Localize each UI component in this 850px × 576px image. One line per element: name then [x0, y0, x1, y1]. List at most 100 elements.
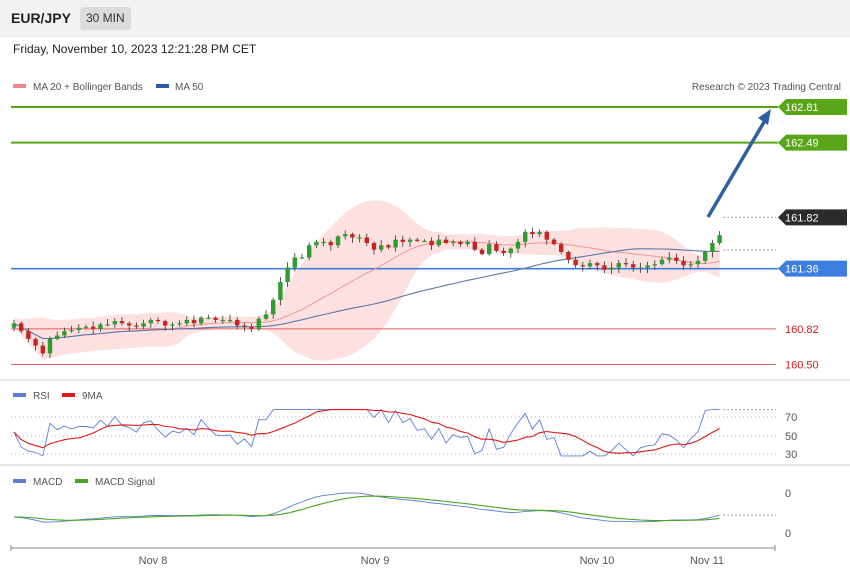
candle-body	[184, 319, 189, 324]
candle-body	[407, 239, 413, 242]
macd-legend-label: MACD	[33, 477, 62, 488]
macd-panel	[13, 492, 776, 523]
candle-body	[91, 326, 96, 329]
bollinger-band-area	[14, 200, 720, 361]
rsi-ma-legend-label: 9MA	[82, 391, 103, 402]
candlesticks	[11, 227, 722, 358]
candle-body	[681, 260, 686, 266]
candle-body	[645, 265, 650, 268]
candle-body	[695, 260, 701, 265]
ma20-legend-swatch	[13, 84, 26, 88]
candle-body	[415, 239, 420, 241]
macd-line	[13, 492, 720, 523]
candle-body	[537, 231, 542, 235]
candle-body	[256, 318, 261, 329]
candle-body	[350, 234, 355, 238]
candle-body	[573, 259, 578, 266]
projection-arrow	[706, 108, 771, 218]
candle-body	[343, 234, 348, 237]
candle-body	[710, 243, 715, 252]
bollinger-bands	[14, 200, 720, 361]
candle-body	[98, 324, 103, 329]
candle-body	[364, 237, 369, 244]
candle-body	[155, 319, 161, 322]
x-label-nov11: Nov 11	[690, 555, 724, 567]
candle-body	[335, 236, 341, 246]
candle-body	[11, 323, 17, 328]
candle-body	[523, 231, 528, 242]
macd-tick-bottom: 0	[785, 528, 791, 540]
candle-body	[688, 264, 693, 266]
candle-body	[105, 324, 110, 326]
rsi-tick-50: 50	[785, 431, 797, 443]
candle-body	[487, 244, 492, 255]
candle-body	[429, 240, 434, 246]
candle-body	[33, 338, 38, 346]
candle-body	[83, 326, 89, 328]
candle-body	[127, 323, 132, 326]
rsi-panel	[11, 408, 776, 457]
level-label-162.49: 162.49	[785, 138, 819, 150]
candle-body	[465, 241, 470, 245]
x-label-nov10: Nov 10	[580, 555, 615, 567]
ma20-legend-label: MA 20 + Bollinger Bands	[33, 82, 143, 93]
candle-body	[623, 263, 629, 265]
x-label-nov8: Nov 8	[139, 555, 168, 567]
candle-body	[206, 317, 211, 319]
candle-body	[494, 244, 499, 251]
level-tag-162.81	[778, 98, 847, 115]
candle-body	[703, 251, 708, 261]
ma50-line	[13, 248, 720, 340]
candle-body	[595, 263, 600, 266]
candle-body	[609, 267, 614, 270]
candle-body	[227, 319, 233, 322]
candle-body	[674, 257, 679, 261]
rsi-ma-legend-swatch	[62, 393, 75, 397]
candle-body	[55, 335, 60, 339]
candle-body	[422, 240, 427, 242]
candle-body	[263, 314, 269, 319]
level-tags: 162.81 162.49 161.82 161.36 160.82 160.50	[778, 98, 847, 372]
candle-body	[40, 345, 45, 354]
candle-body	[307, 245, 312, 258]
candle-body	[580, 265, 585, 267]
candle-body	[479, 249, 485, 255]
candle-body	[19, 323, 24, 332]
candle-body	[235, 319, 240, 326]
candle-body	[379, 245, 384, 250]
candle-body	[400, 239, 405, 242]
candle-body	[213, 317, 218, 320]
candle-body	[717, 235, 722, 244]
rsi-legend-swatch	[13, 393, 26, 397]
macd-signal-legend-swatch	[75, 479, 88, 483]
candle-body	[76, 327, 81, 330]
candle-body	[163, 321, 168, 326]
macd-signal-legend-label: MACD Signal	[95, 477, 155, 488]
symbol-title: EUR/JPY	[11, 10, 71, 26]
x-label-nov9: Nov 9	[361, 555, 390, 567]
candle-body	[26, 331, 31, 339]
candle-body	[451, 241, 456, 244]
candle-body	[566, 251, 571, 260]
candle-body	[443, 239, 449, 244]
candle-body	[170, 324, 175, 326]
ma50-legend-swatch	[156, 84, 169, 88]
credit-text: Research © 2023 Trading Central	[692, 82, 841, 93]
candle-body	[667, 257, 672, 260]
projection-arrow-shaft	[706, 116, 769, 218]
level-label-160.82: 160.82	[785, 324, 819, 336]
candle-body	[62, 331, 67, 336]
candle-body	[199, 317, 204, 324]
candle-body	[631, 264, 636, 268]
candle-body	[530, 231, 535, 235]
timeframe-badge[interactable]: 30 MIN	[80, 7, 131, 30]
rsi-ma-line	[13, 409, 720, 454]
candle-body	[559, 244, 564, 252]
candle-body	[386, 245, 391, 248]
candle-body	[659, 259, 665, 265]
candle-body	[436, 239, 441, 246]
level-tag-161.36	[778, 260, 847, 277]
candle-body	[47, 338, 53, 354]
level-label-162.81: 162.81	[785, 102, 819, 114]
